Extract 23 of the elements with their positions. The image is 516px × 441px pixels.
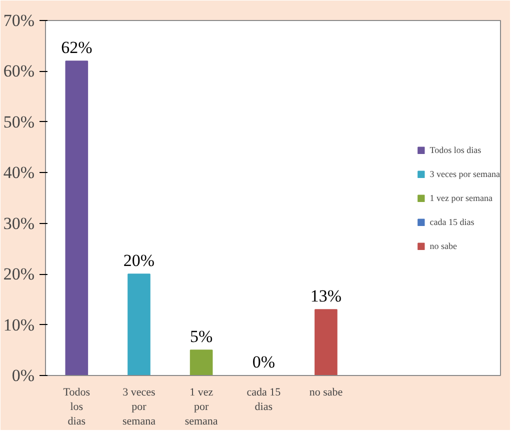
- y-tick-label: 0%: [12, 366, 35, 385]
- y-tick-label: 60%: [3, 62, 35, 81]
- x-tick-label: 1 vez por semana: [184, 386, 218, 428]
- y-tick-label: 70%: [3, 11, 35, 30]
- legend-label: no sabe: [430, 240, 458, 250]
- text: 13%: [310, 286, 342, 306]
- x-tick-label: cada 15 dias: [246, 386, 282, 413]
- x-tick-label: no sabe: [309, 386, 343, 398]
- x-tick-label: Todos los dias: [63, 386, 90, 428]
- legend-label: 3 veces por semana: [430, 168, 500, 178]
- y-tick-label: 20%: [3, 264, 35, 284]
- text: 5%: [190, 327, 213, 346]
- legend-label: Todos los dias: [430, 144, 482, 154]
- x-tick-label: 3 veces por semana: [122, 386, 156, 428]
- y-tick-label: 10%: [3, 315, 35, 334]
- text: 20%: [123, 251, 155, 270]
- legend-label: 1 vez por semana: [430, 192, 492, 202]
- y-tick-label: 30%: [3, 214, 35, 233]
- text: 0%: [252, 352, 275, 372]
- text: 62%: [61, 38, 92, 58]
- legend-label: cada 15 dias: [430, 216, 474, 226]
- y-tick-label: 40%: [3, 163, 35, 182]
- y-tick-label: 50%: [3, 112, 35, 132]
